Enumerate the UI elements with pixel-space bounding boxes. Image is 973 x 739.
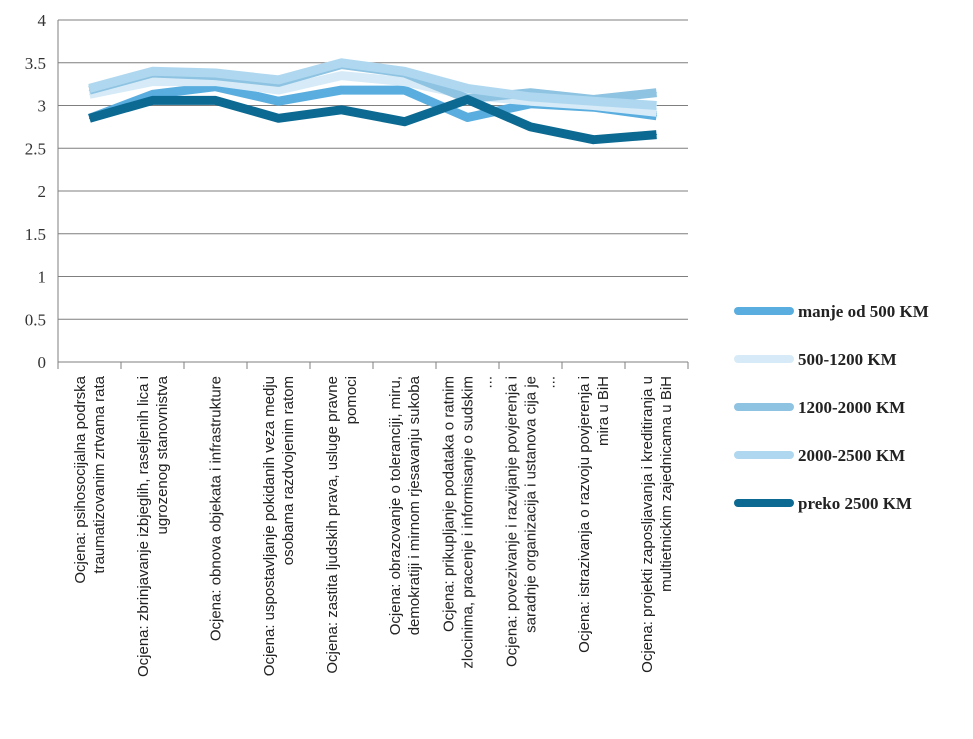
y-tick-label: 0	[38, 353, 47, 372]
category-label: Ocjena: obrazovanje o toleranciji, miru,…	[387, 375, 423, 635]
category-label: Ocjena: povezivanje i razvijanje povjere…	[504, 376, 559, 667]
series-line-3	[88, 58, 657, 110]
data-point	[278, 117, 279, 119]
data-point	[215, 86, 216, 88]
category-label: Ocjena: prikupljanje podataka o ratnim zl…	[441, 376, 496, 669]
category-label: Ocjena: zastita ljudskih prava, usluge p…	[324, 376, 360, 674]
data-point	[89, 89, 90, 91]
legend-item: 2000-2500 KM	[734, 446, 905, 465]
data-point	[278, 79, 279, 81]
data-point	[656, 111, 657, 113]
y-tick-label: 3.5	[25, 54, 46, 73]
data-point	[404, 89, 405, 91]
data-point	[467, 99, 468, 100]
data-point	[278, 89, 279, 91]
data-point	[467, 117, 468, 118]
category-label-line: ugrozenog stanovnistva	[154, 375, 171, 534]
category-label-line: Ocjena: obrazovanje o toleranciji, miru,	[387, 376, 404, 635]
legend-item: 500-1200 KM	[734, 350, 897, 369]
y-tick-label: 2	[38, 182, 47, 201]
series-line-4	[88, 95, 657, 145]
y-tick-label: 1.5	[25, 225, 46, 244]
category-label-line: demokratiji i mirnom rjesavanju sukoba	[406, 375, 423, 635]
legend: manje od 500 KM 500-1200 KM 1200-2000 KM 20…	[734, 302, 929, 513]
axes	[57, 20, 689, 369]
data-point	[656, 92, 657, 94]
legend-item: preko 2500 KM	[734, 494, 912, 513]
data-point	[341, 89, 342, 91]
data-point	[89, 87, 90, 89]
legend-label: 500-1200 KM	[798, 350, 897, 369]
gridlines	[58, 19, 688, 320]
category-label-line: ...	[542, 376, 559, 389]
x-axis-category-labels: Ocjena: psihosocijalna podrska traumatizo…	[72, 375, 675, 677]
data-point	[404, 81, 405, 83]
data-point	[656, 105, 657, 106]
legend-item: 1200-2000 KM	[734, 398, 905, 417]
data-point	[656, 134, 657, 136]
data-point	[215, 99, 216, 101]
series-lines	[87, 58, 658, 145]
data-point	[467, 87, 468, 89]
legend-item: manje od 500 KM	[734, 302, 929, 321]
data-point	[152, 70, 153, 72]
category-label: Ocjena: psihosocijalna podrska traumatizo…	[72, 375, 108, 583]
category-label-line: saradnje organizacija i ustanova cija je	[523, 376, 540, 633]
category-label-line: zlocinima, pracenje i informisanje o sud…	[460, 376, 477, 669]
category-label-line: Ocjena: prikupljanje podataka o ratnim	[441, 376, 458, 632]
category-label-line: osobama razdvojenim ratom	[280, 376, 297, 565]
category-label: Ocjena: projekti zaposljavanja i krediti…	[639, 376, 675, 673]
data-point	[278, 100, 279, 102]
legend-label: 2000-2500 KM	[798, 446, 905, 465]
category-label-line: multietnickim zajednicama u BiH	[658, 376, 675, 592]
category-label: Ocjena: uspostavljanje pokidanih veza me…	[261, 376, 297, 676]
data-point	[89, 117, 90, 119]
category-label-line: traumatizovanim zrtvama rata	[91, 375, 108, 573]
category-label-line: Ocjena: obnova objekata i infrastrukture	[208, 376, 225, 641]
data-point	[530, 126, 531, 128]
legend-label: 1200-2000 KM	[798, 398, 905, 417]
category-label: Ocjena: zbrinjavanje izbjeglih, raseljen…	[135, 375, 171, 677]
data-point	[593, 100, 594, 102]
data-point	[341, 62, 342, 64]
category-label-line: ...	[479, 376, 496, 389]
category-label: Ocjena: obnova objekata i infrastrukture	[208, 376, 225, 641]
y-tick-label: 4	[38, 11, 47, 30]
y-axis-ticks: 0 0.5 1 1.5 2 2.5 3 3.5 4	[25, 11, 47, 372]
category-label-line: mira u BiH	[595, 376, 612, 446]
data-point	[215, 81, 216, 83]
data-point	[89, 93, 90, 95]
y-tick-label: 0.5	[25, 310, 46, 329]
y-tick-label: 3	[38, 97, 47, 116]
category-label-line: Ocjena: zastita ljudskih prava, usluge p…	[324, 376, 341, 674]
data-point	[152, 99, 153, 101]
data-point	[656, 115, 657, 117]
data-point	[404, 70, 405, 72]
category-label-line: Ocjena: psihosocijalna podrska	[72, 375, 89, 583]
data-point	[530, 96, 531, 98]
category-label-line: Ocjena: projekti zaposljavanja i krediti…	[639, 376, 656, 673]
y-tick-label: 2.5	[25, 139, 46, 158]
legend-label: preko 2500 KM	[798, 494, 912, 513]
category-label-line: Ocjena: zbrinjavanje izbjeglih, raseljen…	[135, 376, 152, 677]
y-tick-label: 1	[38, 268, 47, 287]
legend-label: manje od 500 KM	[798, 302, 929, 321]
data-point	[404, 121, 405, 123]
category-label-line: Ocjena: uspostavljanje pokidanih veza me…	[261, 376, 278, 676]
category-label-line: pomoci	[343, 376, 360, 424]
category-label-line: Ocjena: povezivanje i razvijanje povjere…	[504, 376, 521, 667]
data-point	[215, 72, 216, 74]
category-label-line: Ocjena: istrazivanja o razvoju povjerenj…	[576, 376, 593, 653]
data-point	[593, 139, 594, 141]
data-point	[341, 109, 342, 111]
data-point	[152, 93, 153, 95]
data-point	[341, 75, 342, 77]
data-point	[152, 81, 153, 83]
category-label: Ocjena: istrazivanja o razvoju povjerenj…	[576, 376, 612, 653]
